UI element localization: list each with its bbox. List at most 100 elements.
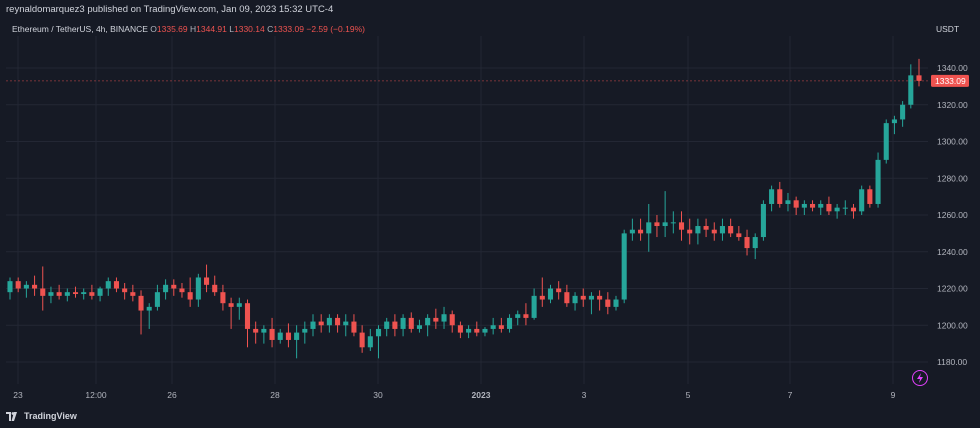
time-tick-label: 5 [686, 390, 691, 400]
candle-body [375, 328, 382, 337]
candle-body [113, 281, 119, 289]
time-tick-label: 2023 [472, 390, 491, 400]
candle-body [81, 292, 87, 295]
candle-body [834, 207, 840, 212]
candle-body [326, 317, 332, 326]
candle-body [23, 284, 29, 289]
candle-body [441, 314, 447, 322]
candle-body [425, 317, 431, 326]
low-value: 1330.14 [234, 24, 265, 34]
chart-frame[interactable] [0, 18, 980, 404]
candle-body [400, 317, 406, 329]
candle-body [97, 288, 103, 296]
candle-body [613, 299, 619, 307]
price-axis: 1340.00 1320.00 1300.00 1280.00 1260.00 1240.… [937, 63, 968, 367]
candle-body [728, 226, 734, 234]
candle-body [703, 226, 709, 230]
candle-body [433, 317, 439, 322]
candle-body [220, 292, 226, 304]
candle-body [310, 321, 316, 329]
candle-body [466, 328, 472, 333]
candle-body [457, 325, 463, 333]
candle-body [785, 200, 791, 204]
price-tick-label: 1280.00 [937, 173, 968, 183]
candle-body [777, 189, 783, 204]
candle-body [105, 281, 111, 289]
last-price-tag: 1333.09 [931, 74, 969, 87]
time-tick-label: 23 [13, 390, 23, 400]
time-tick-label: 26 [167, 390, 177, 400]
candle-body [515, 314, 521, 318]
lightning-icon[interactable] [912, 370, 928, 386]
candle-body [138, 295, 144, 311]
candle-body [449, 314, 455, 326]
candle-body [719, 226, 725, 234]
candle-body [146, 306, 152, 311]
tradingview-brand[interactable]: TradingView [6, 410, 77, 422]
time-tick-label: 7 [788, 390, 793, 400]
candle-body [859, 189, 865, 212]
candle-body [351, 321, 357, 333]
candle-body [572, 295, 578, 304]
candle-body [154, 292, 160, 307]
candle-body [507, 317, 513, 329]
last-price-tag-label: 1333.09 [935, 76, 966, 86]
candle-body [474, 328, 480, 333]
candle-body [48, 292, 54, 296]
candle-body [875, 159, 881, 204]
candle-body [15, 281, 21, 289]
close-value: 1333.09 [273, 24, 304, 34]
price-axis-unit: USDT [936, 24, 960, 34]
candle-body [695, 226, 701, 234]
candle-body [646, 222, 652, 234]
candle-body [539, 295, 545, 300]
candle-body [891, 119, 897, 124]
candle-body [343, 321, 349, 326]
chart-grid [6, 36, 928, 384]
change-value: −2.59 (−0.19%) [306, 24, 365, 34]
candle-body [662, 222, 668, 227]
candle-body [40, 288, 46, 296]
candle-body [597, 295, 603, 300]
candle-body [302, 328, 308, 333]
candle-body [392, 321, 398, 329]
high-value: 1344.91 [196, 24, 227, 34]
candle-body [760, 203, 766, 238]
candle-body [736, 233, 742, 238]
candle-body [801, 203, 807, 208]
price-tick-label: 1180.00 [937, 357, 967, 367]
price-tick-label: 1200.00 [937, 320, 968, 330]
price-tick-label: 1320.00 [937, 100, 968, 110]
candle-body [253, 328, 259, 333]
candle-body [228, 303, 234, 307]
time-axis: 23 12:00 26 28 30 2023 3 5 7 9 [13, 390, 895, 400]
candle-body [605, 299, 611, 307]
candle-body [498, 325, 504, 329]
candle-body [89, 292, 95, 296]
candle-body [900, 104, 906, 120]
candle-body [916, 75, 922, 81]
candle-body [629, 229, 635, 234]
candle-body [810, 203, 816, 208]
candle-body [556, 288, 562, 293]
candle-body [244, 303, 251, 329]
tradingview-logo-icon [6, 411, 17, 421]
candle-body [842, 207, 848, 209]
candle-body [56, 292, 62, 296]
candle-body [236, 303, 242, 307]
footer-bar [0, 404, 980, 428]
candle-body [212, 284, 218, 293]
time-tick-label: 28 [270, 390, 280, 400]
symbol-legend: Ethereum / TetherUS, 4h, BINANCE O1335.6… [12, 24, 365, 34]
candle-body [908, 75, 914, 105]
candle-body [818, 203, 824, 208]
candle-body [621, 233, 627, 300]
candle-body [335, 317, 341, 326]
candle-body [711, 229, 717, 234]
candle-body [482, 328, 488, 333]
candle-body [523, 314, 529, 318]
candle-body [883, 123, 889, 160]
candles-group [7, 58, 922, 359]
publisher-text: reynaldomarquez3 published on TradingVie… [6, 4, 334, 15]
